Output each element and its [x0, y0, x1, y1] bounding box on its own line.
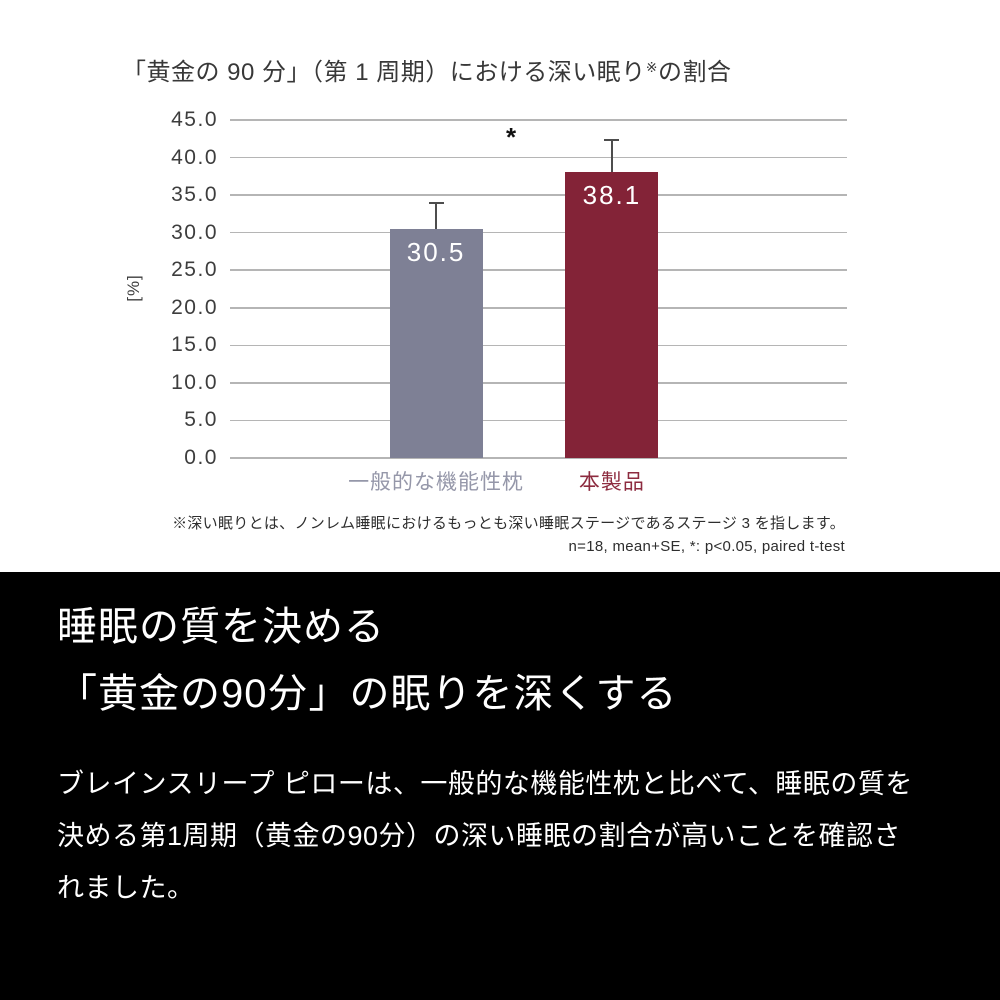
- caption-heading: 睡眠の質を決める 「黄金の90分」の眠りを深くする: [57, 594, 945, 728]
- gridline: [230, 457, 847, 459]
- gridline: [230, 156, 847, 159]
- significance-asterisk: *: [505, 122, 517, 152]
- caption-body: ブレインスリープ ピローは、一般的な機能性枕と比べて、睡眠の質を 決める第1周期…: [57, 758, 945, 914]
- x-axis-labels: 一般的な機能性枕 本製品: [230, 468, 847, 500]
- chart-title-reference-mark: ※: [645, 59, 658, 75]
- chart-title-tail: の割合: [657, 59, 732, 86]
- caption-body-line-3: れました。: [57, 873, 195, 903]
- plot-area: * 30.5 38.1: [230, 119, 847, 459]
- gridline: [230, 344, 847, 347]
- caption-heading-line-1: 睡眠の質を決める: [57, 605, 385, 649]
- error-bar: [610, 140, 613, 172]
- y-axis-tick: 5.0: [184, 408, 218, 432]
- y-axis-tick: 35.0: [171, 183, 218, 207]
- x-axis-label-general-pillow: 一般的な機能性枕: [348, 471, 525, 494]
- x-axis-label-this-product: 本製品: [578, 471, 645, 494]
- chart-title-text: 「黄金の 90 分」（第 1 周期）における深い眠り: [122, 59, 646, 86]
- bar-value-label: 38.1: [582, 179, 642, 210]
- footnote-definition: ※深い眠りとは、ノンレム睡眠におけるもっとも深い睡眠ステージであるステージ 3 …: [172, 515, 845, 532]
- caption-body-line-1: ブレインスリープ ピローは、一般的な機能性枕と比べて、睡眠の質を: [57, 769, 913, 799]
- gridline: [230, 119, 847, 121]
- gridline: [230, 382, 847, 384]
- bar-this-product: 38.1: [565, 171, 659, 458]
- chart-section: 「黄金の 90 分」（第 1 周期）における深い眠り※の割合 [%] 0.0 5.…: [118, 52, 847, 558]
- y-axis-tick: 20.0: [171, 295, 218, 319]
- caption-body-line-2: 決める第1周期（黄金の90分）の深い睡眠の割合が高いことを確認さ: [57, 821, 902, 851]
- y-axis-tick: 40.0: [171, 145, 218, 169]
- gridline: [230, 194, 847, 196]
- y-axis-tick-labels: 0.0 5.0 10.0 15.0 20.0 25.0 30.0 35.0 40.0 45.0: [118, 108, 218, 469]
- chart-footnotes: ※深い眠りとは、ノンレム睡眠におけるもっとも深い睡眠ステージであるステージ 3 …: [172, 512, 845, 558]
- error-bar-cap: [428, 201, 444, 204]
- y-axis-tick: 10.0: [171, 370, 218, 394]
- caption-heading-line-2: 「黄金の90分」の眠りを深くする: [57, 672, 678, 716]
- y-axis-tick: 25.0: [171, 258, 218, 282]
- gridline: [230, 269, 847, 271]
- gridline: [230, 307, 847, 309]
- gridline: [230, 419, 847, 422]
- footnote-statistics: n=18, mean+SE, *: p<0.05, paired t-test: [568, 538, 845, 555]
- error-bar-cap: [604, 139, 620, 142]
- chart-title: 「黄金の 90 分」（第 1 周期）における深い眠り※の割合: [122, 52, 731, 87]
- y-axis-tick: 30.0: [171, 220, 218, 244]
- gridline: [230, 231, 847, 234]
- bar-value-label: 30.5: [406, 236, 466, 267]
- y-axis-tick: 45.0: [171, 108, 218, 131]
- bar-general-pillow: 30.5: [389, 228, 483, 458]
- y-axis-tick: 15.0: [171, 333, 218, 357]
- caption-band: 睡眠の質を決める 「黄金の90分」の眠りを深くする ブレインスリープ ピローは、…: [0, 572, 1000, 1000]
- y-axis-tick: 0.0: [184, 446, 218, 469]
- error-bar: [435, 202, 438, 229]
